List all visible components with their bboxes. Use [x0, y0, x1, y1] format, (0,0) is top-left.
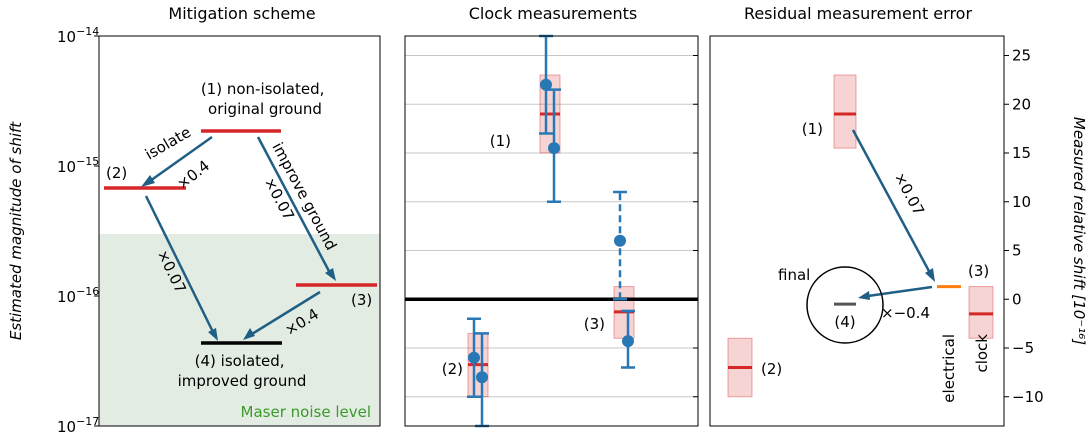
p1-ytick-label: 10−16	[57, 285, 99, 306]
p2-data-point	[540, 78, 552, 91]
p3-label-1: (1)	[802, 120, 823, 138]
panel3-title: Residual measurement error	[744, 4, 973, 23]
p1-ytick-label: 10−14	[57, 25, 99, 46]
arrow-1-to-2	[141, 135, 213, 187]
p3-electrical-label: electrical	[940, 334, 958, 403]
arrow-3-to-4-residual	[858, 285, 933, 300]
p2-data-point	[548, 142, 560, 155]
p3-marks	[728, 112, 993, 369]
p1-ytick-label: 10−17	[57, 415, 99, 436]
panel2-frame	[404, 35, 699, 427]
p2-data-point	[476, 371, 488, 384]
p3-ytick-label: 5	[1012, 242, 1022, 260]
p2-group-label-2: (2)	[442, 360, 463, 378]
node-3-label: (3)	[351, 291, 372, 309]
p3-ytick-label: −5	[1012, 339, 1034, 357]
p3-label-3: (3)	[968, 262, 989, 280]
p3-label-2: (2)	[761, 360, 782, 378]
arrow-1-to-3	[256, 136, 336, 281]
panel1-frame	[98, 35, 381, 427]
p3-yticks: 25 20 15 10 5 0 −5 −10	[1004, 47, 1044, 406]
p3-clock-label: clock	[973, 334, 991, 373]
panel-clock-measurements: Clock measurements (1) (2) (3)	[404, 4, 699, 428]
arrow-3-to-4	[243, 290, 321, 340]
maser-noise-region	[99, 233, 380, 426]
p3-ytick-label: 15	[1012, 144, 1031, 162]
p1-ytick-label: 10−15	[57, 155, 99, 176]
arrow-1-to-3-residual	[851, 129, 935, 282]
node-2-label: (2)	[106, 164, 127, 182]
node-4-label: (4) isolated, improved ground	[178, 352, 307, 390]
p3-ytick-label: 20	[1012, 95, 1031, 113]
p2-data-point	[622, 335, 634, 348]
panel1-title: Mitigation scheme	[168, 4, 315, 23]
arrow-2-to-4	[144, 195, 218, 341]
p2-group-label-1: (1)	[490, 132, 511, 150]
p1-ylabel: Estimated magnitude of shift	[7, 121, 25, 340]
final-circle	[806, 266, 884, 344]
panel-residual-error: Residual measurement error 25 20 15 10 5 0 −5 −…	[709, 4, 1086, 427]
p3-ytick-label: 10	[1012, 193, 1031, 211]
arrow-label-isolate: isolate	[142, 123, 194, 163]
arrow-label-x04-a: ×0.4	[173, 157, 213, 194]
p2-data-point	[614, 234, 626, 247]
p2-data-point	[468, 351, 480, 364]
p3-ylabel: Measured relative shift [10⁻¹⁶]	[1070, 117, 1086, 345]
panel-mitigation: Mitigation scheme 10−14 10−15 10−16 10−1…	[7, 4, 381, 436]
p3-ytick-label: 25	[1012, 47, 1031, 65]
p2-group-label-3: (3)	[584, 315, 605, 333]
panel3-frame	[709, 35, 1005, 427]
p3-final-label: final	[778, 266, 810, 284]
panel2-title: Clock measurements	[469, 4, 638, 23]
p3-arrow-label-2: ×−0.4	[881, 304, 930, 322]
node-1-label: (1) non-isolated, original ground	[201, 80, 329, 118]
maser-noise-label: Maser noise level	[241, 403, 371, 421]
p3-ytick-label: 0	[1012, 290, 1022, 308]
p3-ytick-label: −10	[1012, 388, 1044, 406]
p2-marks	[467, 34, 635, 428]
p3-band	[833, 74, 857, 149]
p3-label-4: (4)	[834, 313, 855, 331]
